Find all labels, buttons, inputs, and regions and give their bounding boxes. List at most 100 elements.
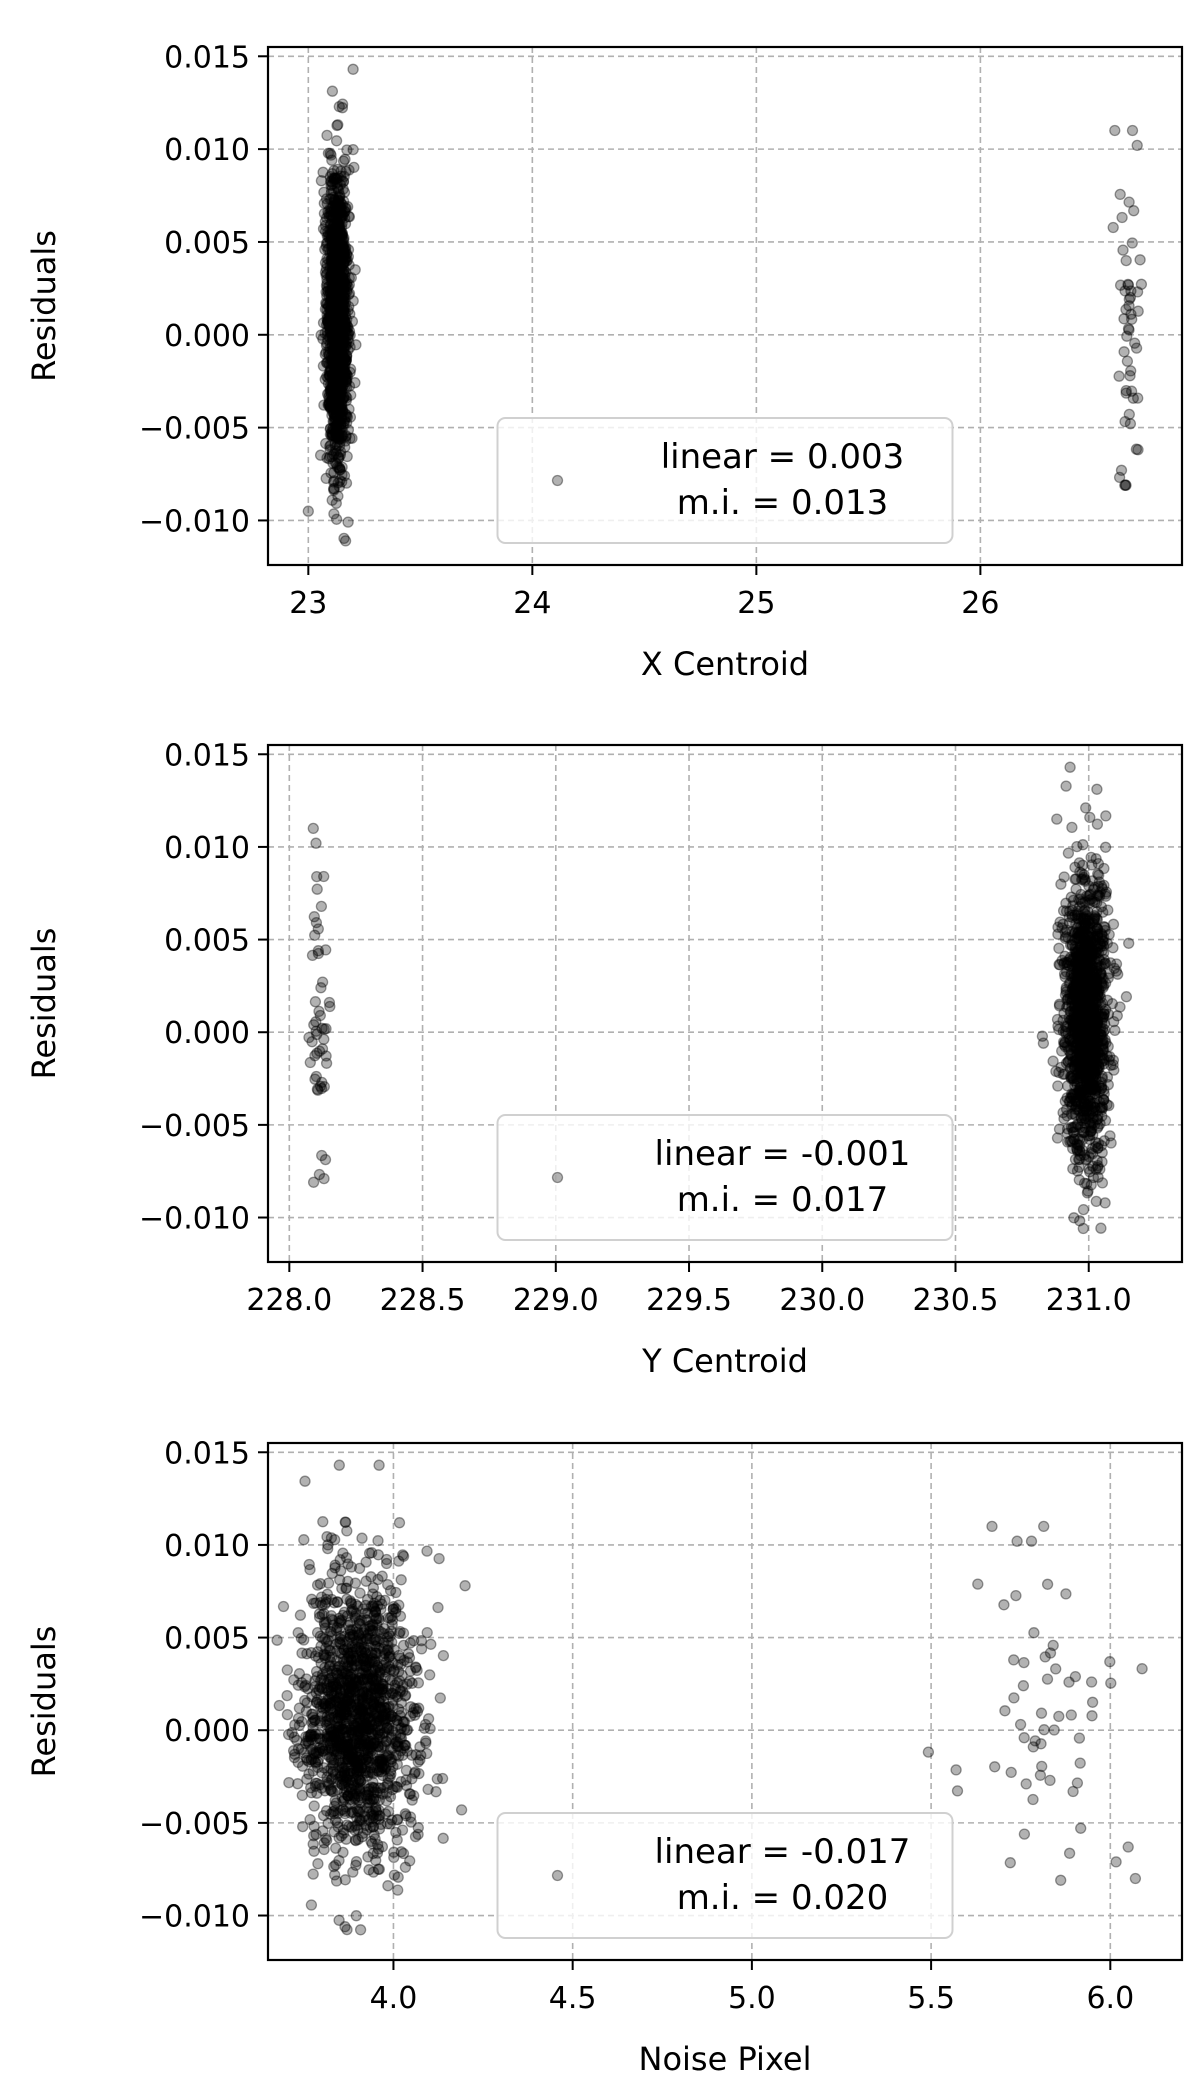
data-point xyxy=(318,870,330,883)
data-point xyxy=(331,359,343,372)
data-point xyxy=(340,354,352,367)
data-point xyxy=(331,318,343,330)
data-point xyxy=(335,262,347,274)
data-point xyxy=(321,303,333,316)
data-point xyxy=(338,282,350,295)
data-point xyxy=(333,322,345,334)
data-point xyxy=(1114,279,1127,291)
data-point xyxy=(1081,1025,1093,1037)
data-point xyxy=(1081,972,1094,984)
data-point xyxy=(337,175,349,188)
data-point xyxy=(334,259,346,272)
data-point xyxy=(1077,1017,1089,1029)
data-point xyxy=(338,305,350,317)
data-point xyxy=(327,381,339,393)
data-point xyxy=(1087,1032,1100,1045)
data-point xyxy=(332,347,344,359)
data-point xyxy=(1066,909,1078,921)
data-point xyxy=(336,300,348,312)
data-point xyxy=(326,331,338,343)
data-point xyxy=(332,344,344,356)
data-point xyxy=(334,287,346,300)
data-point xyxy=(334,1574,346,1586)
data-point xyxy=(316,1682,328,1694)
data-point xyxy=(327,300,339,312)
data-point xyxy=(328,380,340,393)
data-point xyxy=(328,283,341,295)
data-point xyxy=(337,314,349,327)
data-point xyxy=(311,883,323,895)
data-point xyxy=(341,1635,353,1648)
data-point xyxy=(321,388,334,400)
data-point xyxy=(342,424,355,436)
data-point xyxy=(338,418,350,430)
data-point xyxy=(329,213,341,226)
data-point xyxy=(296,1716,308,1728)
data-point xyxy=(335,395,347,408)
data-point xyxy=(1073,999,1085,1012)
data-point xyxy=(324,331,336,343)
data-point xyxy=(1087,1171,1100,1184)
data-point xyxy=(333,274,346,286)
data-point xyxy=(1073,1161,1085,1173)
data-point xyxy=(329,314,341,326)
data-point xyxy=(319,219,332,232)
data-point xyxy=(1091,1113,1103,1125)
data-point xyxy=(1047,1055,1059,1067)
data-point xyxy=(336,405,348,418)
data-point xyxy=(323,320,336,332)
data-point xyxy=(1130,342,1143,354)
data-point xyxy=(1070,1041,1082,1054)
data-point xyxy=(336,361,348,373)
data-point xyxy=(333,386,346,398)
data-point xyxy=(330,306,342,318)
data-point xyxy=(1071,909,1084,921)
data-point xyxy=(316,1022,328,1035)
data-point xyxy=(326,374,339,386)
data-point xyxy=(1020,1778,1032,1790)
data-point xyxy=(1074,1149,1087,1162)
data-point xyxy=(333,366,346,379)
data-point xyxy=(330,274,342,286)
data-point xyxy=(334,404,347,417)
data-point xyxy=(325,184,338,196)
data-point xyxy=(324,325,337,337)
data-point xyxy=(325,324,337,337)
data-point xyxy=(1099,957,1111,970)
data-point xyxy=(333,369,345,381)
data-point xyxy=(337,240,349,252)
data-point xyxy=(332,295,345,307)
data-point xyxy=(336,461,348,473)
data-point xyxy=(327,300,340,312)
data-point xyxy=(1005,1766,1017,1779)
data-point xyxy=(384,1584,397,1597)
data-point xyxy=(339,310,352,322)
data-point xyxy=(330,324,342,336)
data-point xyxy=(331,409,343,421)
data-point xyxy=(327,264,339,276)
data-point xyxy=(1084,1045,1097,1058)
data-point xyxy=(338,322,351,334)
data-point xyxy=(338,232,350,244)
data-point xyxy=(328,270,340,282)
data-point xyxy=(331,372,343,384)
data-point xyxy=(333,346,345,358)
data-point xyxy=(355,1628,367,1640)
data-point xyxy=(332,194,345,206)
data-point xyxy=(336,234,348,246)
data-point xyxy=(333,391,346,403)
data-point xyxy=(342,201,354,213)
data-point xyxy=(338,277,351,289)
data-point xyxy=(344,329,356,341)
x-tick-label: 5.5 xyxy=(907,1981,955,2016)
data-point xyxy=(340,249,353,261)
data-point xyxy=(331,252,343,264)
data-point xyxy=(312,1858,324,1870)
data-point xyxy=(331,218,343,231)
data-point xyxy=(327,264,339,277)
data-point xyxy=(329,358,341,370)
data-point xyxy=(404,1811,417,1823)
data-point xyxy=(334,277,346,289)
data-point xyxy=(328,252,341,264)
data-point xyxy=(343,279,355,291)
